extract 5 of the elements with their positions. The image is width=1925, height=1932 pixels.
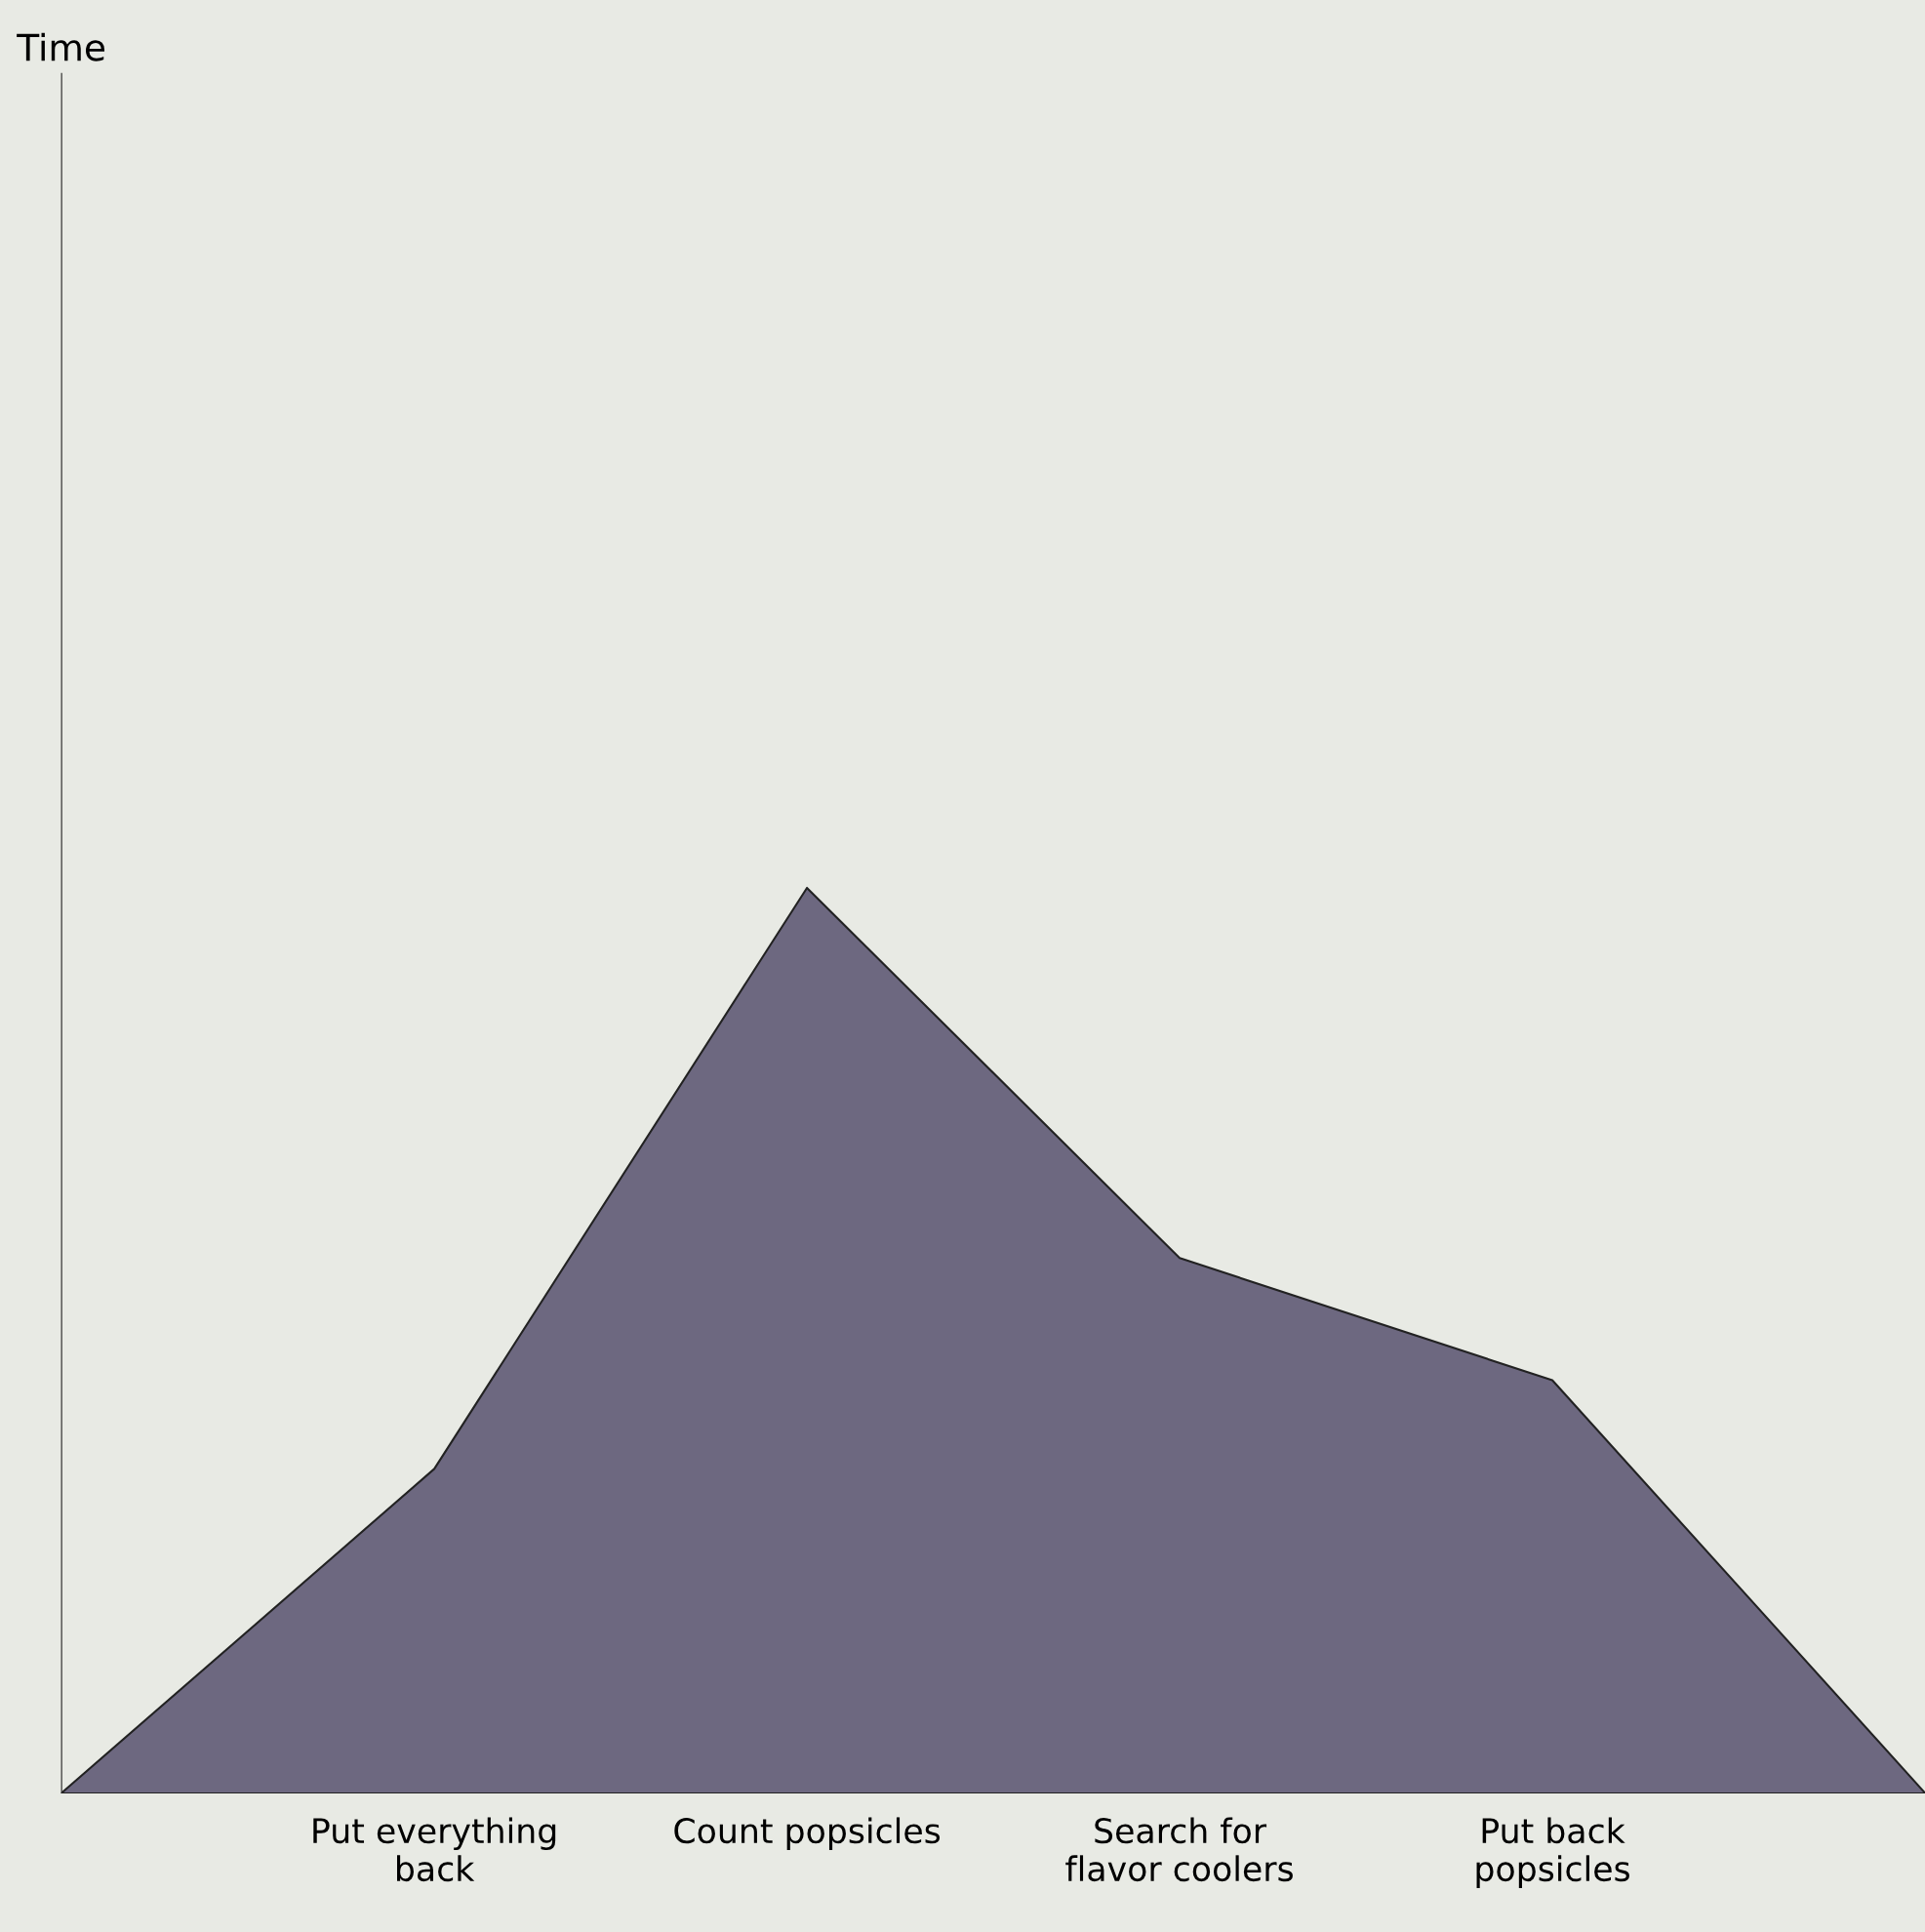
x-tick-label: Put back popsicles: [1476, 1817, 1629, 1888]
text: Time: [17, 32, 105, 61]
x-tick-label: Put everything back: [313, 1817, 556, 1882]
x-tick-label: Count popsicles: [674, 1817, 941, 1851]
x-tick-label: Search for flavor coolers: [1065, 1817, 1293, 1882]
